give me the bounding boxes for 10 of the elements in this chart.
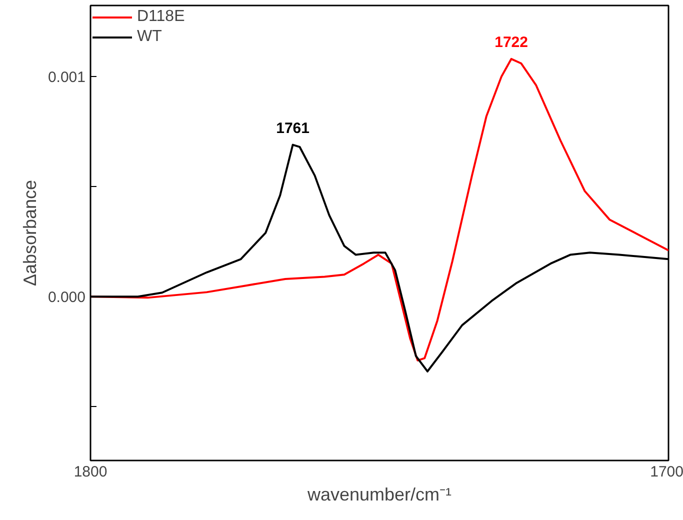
annotation: 1761: [276, 120, 310, 137]
y-axis-title: Δabsorbance: [20, 180, 40, 286]
annotation: 1722: [494, 34, 528, 51]
x-axis-title: wavenumber/cm⁻¹: [306, 484, 452, 504]
x-tick-label: 1800: [74, 464, 108, 480]
y-tick-label: 0.001: [48, 69, 86, 86]
y-tick-label: 0.000: [48, 289, 86, 306]
x-tick-label: 1700: [650, 464, 683, 480]
legend-label: D118E: [137, 8, 185, 26]
legend-label: WT: [137, 28, 162, 46]
